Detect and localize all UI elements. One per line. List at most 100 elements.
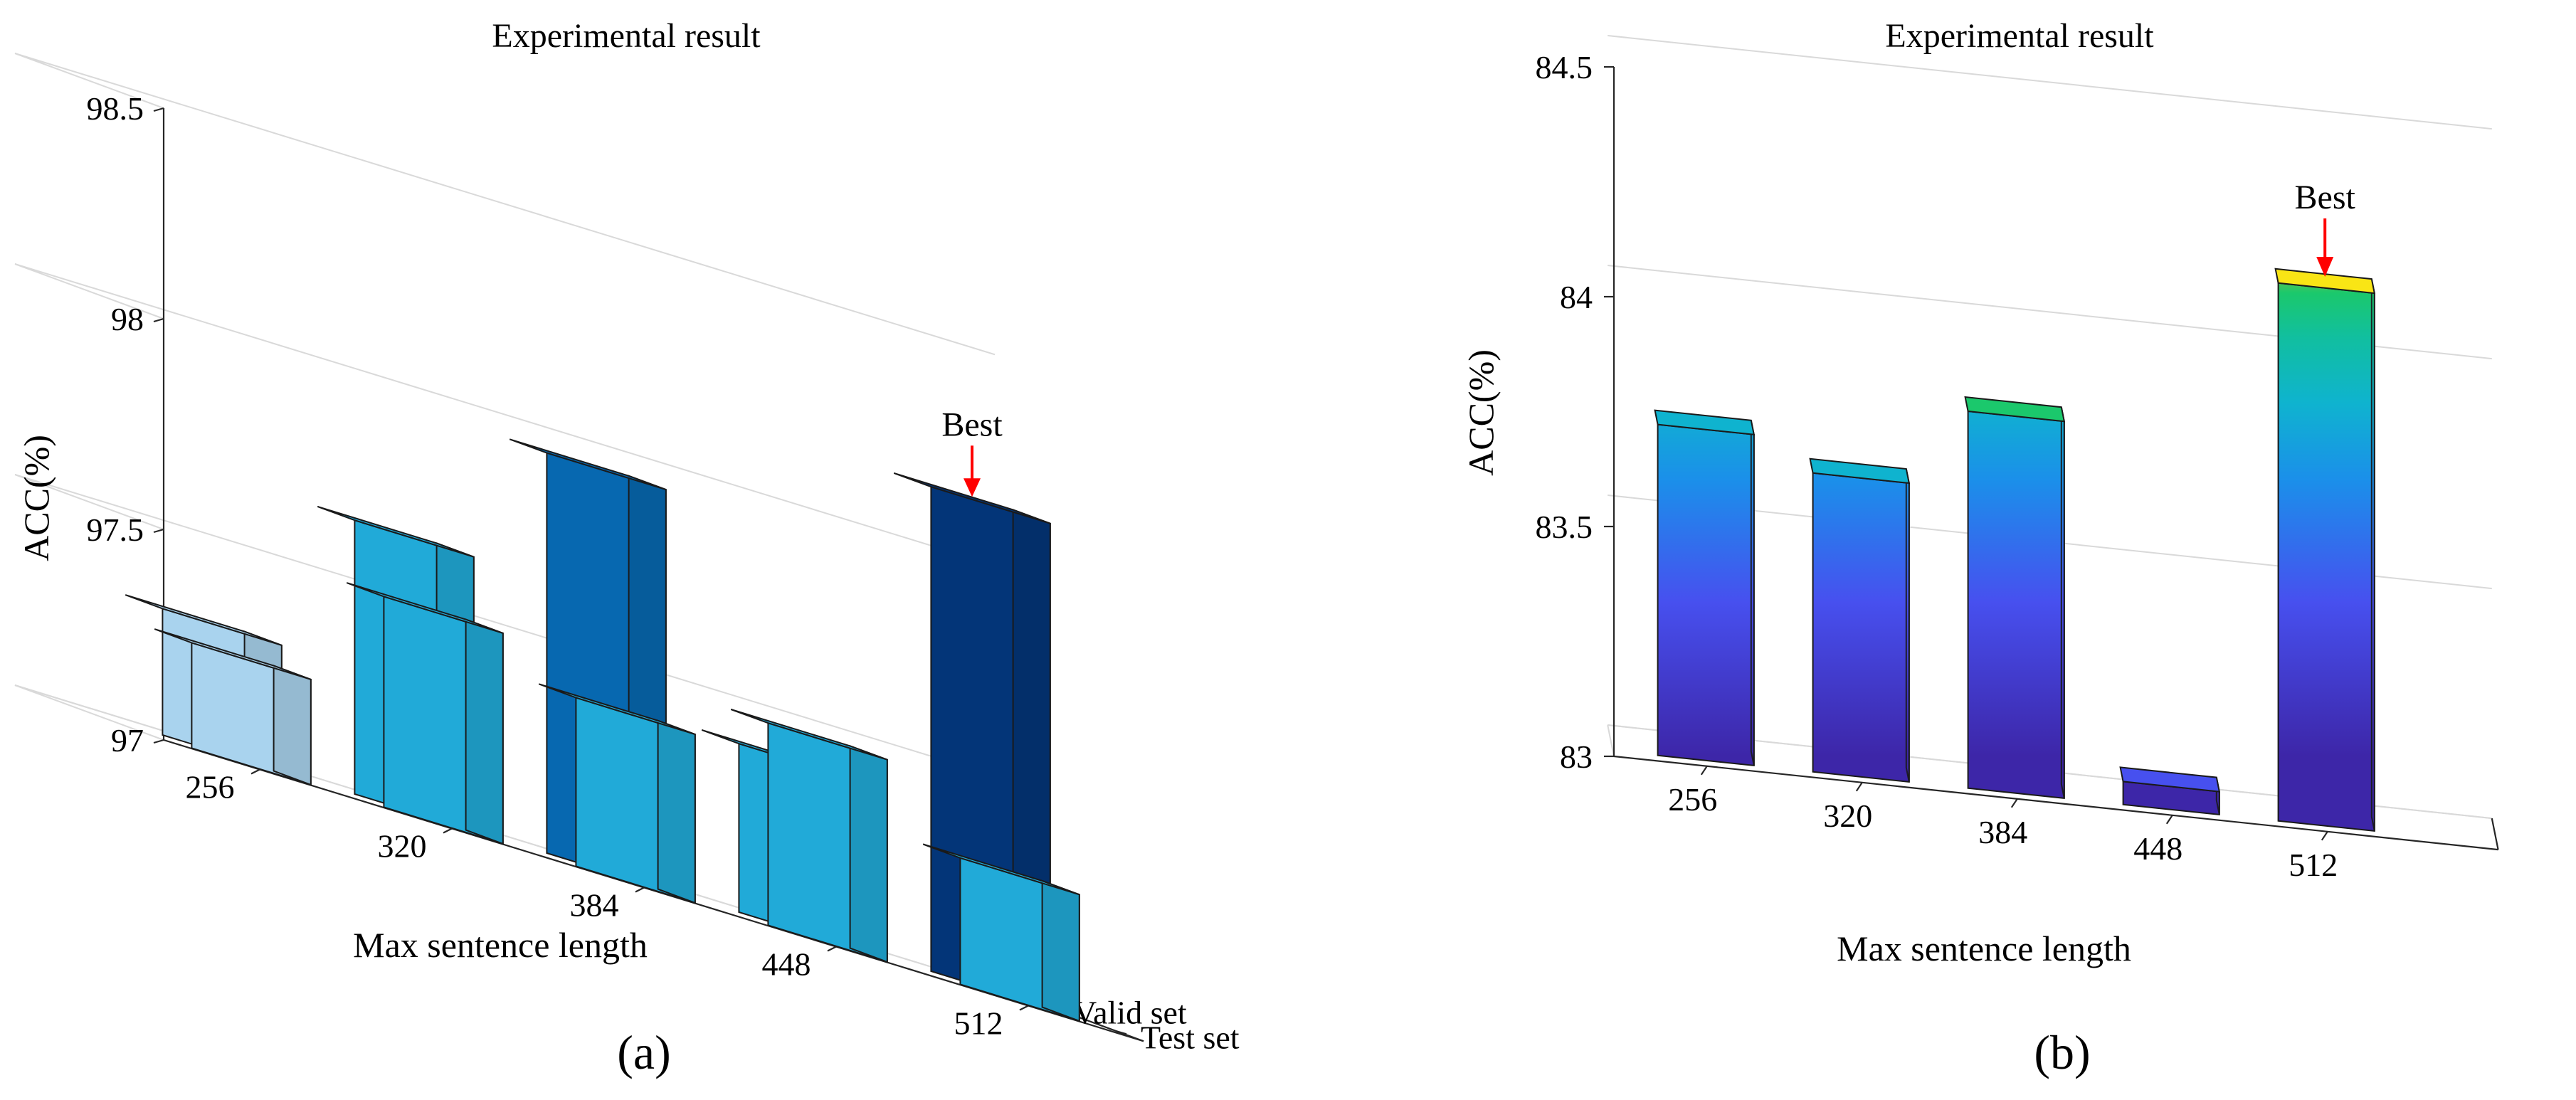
chart-a-depthtick-mark	[1116, 1030, 1127, 1035]
chart-b-xtick-label: 448	[2133, 830, 2182, 867]
chart-b-xtick-mark	[2165, 815, 2173, 825]
chart-b-bar-320-top	[1809, 458, 1911, 485]
chart-a-depthtick-label: Valid set	[1073, 994, 1187, 1030]
chart-a-xtick-mark	[1019, 1005, 1029, 1011]
chart-a-bar-valid-384-top	[509, 438, 667, 491]
chart-a-ztick-mark	[153, 107, 164, 112]
chart-b-bar-512-front	[2277, 282, 2375, 832]
chart-a-ztick-label: 97	[111, 722, 144, 758]
chart-b-xlabel: Max sentence length	[1837, 929, 2131, 968]
chart-a-panel-label: (a)	[617, 1025, 670, 1079]
chart-a-bar-test-512	[922, 843, 1080, 1022]
chart-a-gridline	[14, 474, 996, 777]
chart-b-panel-label: (b)	[2034, 1025, 2090, 1079]
chart-b-best-arrow-head	[2316, 257, 2334, 277]
chart-b-bar-384-side	[2060, 407, 2065, 799]
chart-a-ticks: 97 97.5 98 98.5 256 320 384 448 512 Valid setTest…	[87, 90, 1240, 1055]
chart-b-ztick-label: 83	[1560, 739, 1593, 775]
chart-b-xtick-mark	[1700, 766, 1708, 776]
chart-b-bar-384-top	[1964, 396, 2066, 423]
chart-b-xtick-label: 320	[1823, 798, 1872, 834]
chart-b-best-annotation: Best	[2295, 179, 2356, 277]
chart-a-bar-valid-256-top	[125, 594, 283, 646]
chart-b-xtick-mark	[2010, 798, 2018, 808]
chart-a-xlabel: Max sentence length	[353, 925, 648, 965]
chart-b-ztick-label: 84	[1560, 279, 1593, 315]
chart-b-ztick-label: 84.5	[1536, 49, 1593, 85]
chart-a-bar-test-256-side	[273, 665, 312, 786]
chart-b-ticks: 83 83.5 84 84.5 256 320 384 448 512	[1536, 49, 2338, 883]
chart-a-ztick-label: 98	[111, 301, 144, 337]
chart-a-bar-test-256	[154, 628, 312, 786]
chart-b: Experimental result 83 83.5 84 84.5 256 320 38…	[1461, 17, 2499, 1079]
chart-b-xtick-mark	[2321, 831, 2328, 841]
chart-a-xtick-mark	[827, 946, 837, 952]
chart-a-bar-test-384-side	[657, 719, 696, 904]
chart-a-depthtick-label: Test set	[1141, 1019, 1240, 1055]
chart-b-bar-384	[1964, 396, 2066, 800]
chart-b-best-label: Best	[2295, 179, 2356, 216]
chart-b-bar-512	[2274, 268, 2376, 832]
chart-a-bar-valid-512-top	[893, 472, 1051, 524]
chart-b-depth-axis	[2491, 818, 2499, 850]
chart-b-bar-256-side	[1750, 420, 1755, 766]
chart-b-bar-320-side	[1905, 468, 1910, 783]
chart-a-xtick-mark	[635, 887, 645, 893]
chart-b-bar-448	[2119, 766, 2221, 816]
chart-a-gridline	[14, 263, 996, 566]
chart-a-xtick-label: 512	[954, 1005, 1003, 1042]
chart-b-xtick-mark	[1855, 782, 1863, 792]
chart-a-gridline	[14, 53, 996, 356]
chart-a-xtick-mark	[250, 768, 260, 775]
chart-b-x-axis	[1613, 755, 2498, 851]
chart-a-bar-test-512-top	[922, 843, 1080, 896]
chart-a-bar-test-320	[346, 582, 504, 845]
chart-a-ztick-mark	[153, 739, 164, 744]
chart-a-ztick-mark	[153, 317, 164, 323]
chart-b-axes	[1612, 67, 2499, 851]
chart-a-xtick-label: 320	[378, 828, 427, 864]
chart-a: Experimental result 97 97.5 98 98.5 256 320 38…	[14, 17, 1240, 1079]
chart-a-title: Experimental result	[492, 17, 761, 55]
chart-b-ztick-label: 83.5	[1536, 509, 1593, 545]
chart-b-bar-320	[1809, 458, 1911, 783]
chart-a-bar-test-320-top	[346, 582, 504, 634]
chart-a-bar-valid-320-top	[317, 505, 475, 558]
chart-a-bar-test-448-side	[849, 744, 888, 963]
chart-b-ylabel: ACC(%)	[1461, 349, 1501, 476]
chart-b-xtick-label: 384	[1978, 814, 2027, 850]
chart-b-xtick-label: 256	[1668, 781, 1717, 818]
chart-b-floor-edge	[1607, 724, 1615, 757]
chart-b-bar-320-front	[1812, 472, 1910, 783]
chart-b-bar-256-front	[1657, 423, 1755, 767]
chart-a-best-arrow-head	[964, 478, 981, 497]
chart-b-gridline	[1608, 35, 2492, 130]
chart-b-title: Experimental result	[1885, 17, 2154, 55]
chart-a-bars	[125, 438, 1080, 1022]
chart-a-bar-test-384-top	[538, 683, 696, 736]
chart-a-xtick-label: 256	[186, 769, 235, 805]
chart-a-xtick-label: 384	[570, 887, 619, 924]
chart-a-ztick-mark	[153, 528, 164, 534]
chart-b-bars	[1654, 268, 2376, 832]
chart-a-bar-test-256-top	[154, 628, 312, 680]
chart-b-bar-256	[1654, 409, 1756, 767]
chart-a-ztick-label: 98.5	[87, 90, 144, 127]
chart-a-bar-test-448-top	[730, 709, 888, 761]
chart-a-bar-test-448	[730, 709, 888, 963]
chart-a-best-annotation: Best	[941, 406, 1003, 497]
chart-a-ylabel: ACC(%)	[16, 435, 56, 561]
chart-a-best-label: Best	[941, 406, 1003, 443]
chart-b-bar-512-top	[2274, 268, 2376, 295]
chart-a-bar-test-512-side	[1041, 879, 1080, 1022]
chart-b-bar-384-front	[1967, 410, 2065, 800]
chart-a-bar-test-320-side	[465, 618, 504, 845]
chart-b-bar-448-top	[2119, 766, 2221, 793]
chart-b-bar-256-top	[1654, 409, 1756, 435]
chart-a-ztick-label: 97.5	[87, 512, 144, 548]
chart-b-bar-512-side	[2370, 278, 2375, 832]
chart-b-xtick-label: 512	[2289, 847, 2338, 883]
chart-a-xtick-mark	[443, 827, 453, 834]
chart-a-bar-test-384	[538, 683, 696, 904]
